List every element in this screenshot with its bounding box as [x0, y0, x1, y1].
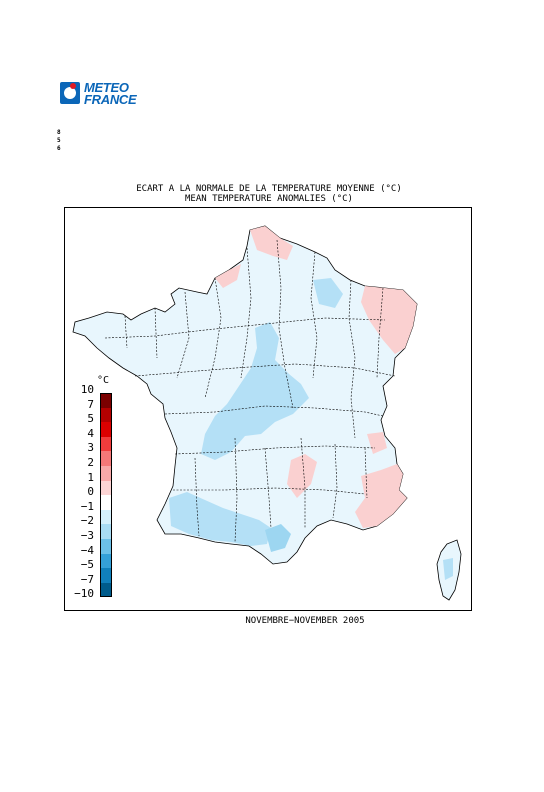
- legend-label: −3: [80, 529, 94, 542]
- meteo-france-logo: METEO FRANCE: [60, 81, 142, 107]
- legend-swatch: [100, 524, 112, 539]
- cool-area-north: [313, 278, 343, 308]
- warm-area-northeast: [361, 286, 417, 354]
- legend-label: 0: [87, 485, 94, 499]
- logo-text-line1: METEO: [84, 80, 129, 95]
- legend-label: −1: [80, 499, 94, 513]
- legend-row: 3: [72, 433, 120, 466]
- warm-area-north: [250, 226, 293, 260]
- legend-label: −5: [80, 558, 94, 572]
- legend-swatch-border: [100, 393, 112, 598]
- warm-area-alps: [367, 432, 387, 454]
- legend-row: 1: [72, 463, 120, 496]
- meteo-france-logo-icon: [60, 82, 80, 104]
- legend-label: 7: [87, 397, 94, 411]
- legend-unit: °C: [97, 375, 110, 386]
- title-french: ECART A LA NORMALE DE LA TEMPERATURE MOY…: [136, 184, 402, 194]
- side-marks: 8 5 6: [57, 129, 61, 153]
- legend-row: −7: [72, 565, 120, 598]
- period-label: NOVEMBRE−NOVEMBER 2005: [245, 616, 365, 626]
- legend-row: 5: [72, 404, 120, 437]
- legend-label: 3: [87, 441, 94, 455]
- cool-area-centre: [201, 322, 309, 460]
- anomaly-map: [72, 225, 462, 601]
- side-mark: 8: [57, 129, 61, 136]
- legend-row: 7: [72, 390, 120, 423]
- legend-row: 4: [72, 419, 120, 452]
- legend-swatch: [100, 407, 112, 423]
- legend-row: 0: [72, 477, 120, 510]
- logo-text-line2: FRANCE: [84, 92, 137, 107]
- map-frame: [64, 207, 472, 611]
- legend-swatch: [100, 509, 112, 525]
- department-boundaries: [104, 239, 396, 543]
- cool-area-southwest: [169, 492, 271, 546]
- legend-swatch: [100, 553, 112, 569]
- legend-swatch: [100, 466, 112, 481]
- legend-label: −2: [80, 514, 94, 528]
- legend-label: 5: [87, 412, 94, 426]
- legend-label: −4: [80, 543, 94, 557]
- legend-row: 10: [72, 375, 120, 408]
- corsica-cool-area: [443, 558, 453, 580]
- legend-row: −3: [72, 521, 120, 554]
- legend-swatch: [100, 539, 112, 554]
- warm-area-northwest-coast: [215, 264, 241, 288]
- title-english: MEAN TEMPERATURE ANOMALIES (°C): [185, 194, 353, 204]
- legend-swatch: [100, 495, 112, 510]
- side-mark: 5: [57, 137, 61, 144]
- warm-area-southeast: [355, 464, 407, 528]
- legend-row: −10: [72, 579, 120, 599]
- map-title: ECART A LA NORMALE DE LA TEMPERATURE MOY…: [64, 184, 474, 204]
- legend-swatch: [100, 568, 112, 583]
- legend-row: −2: [72, 506, 120, 539]
- legend-row: −1: [72, 492, 120, 525]
- legend-swatch: [100, 582, 112, 598]
- legend-label: 1: [87, 470, 94, 484]
- legend-swatch: [100, 480, 112, 496]
- legend-label: 10: [80, 383, 94, 396]
- warm-area-rhone: [287, 454, 317, 498]
- legend-row: 2: [72, 448, 120, 481]
- legend-swatch: [100, 436, 112, 452]
- legend-row: −4: [72, 536, 120, 569]
- legend-row: −5: [72, 550, 120, 583]
- cool-area-south: [265, 524, 291, 552]
- side-mark: 6: [57, 145, 61, 152]
- legend-swatch: [100, 422, 112, 437]
- legend-label: −10: [74, 587, 94, 601]
- legend-label: 2: [87, 456, 94, 469]
- legend-swatch: [100, 451, 112, 466]
- legend-swatch: [100, 393, 112, 408]
- legend-label: 4: [87, 426, 94, 440]
- legend-label: −7: [80, 572, 94, 586]
